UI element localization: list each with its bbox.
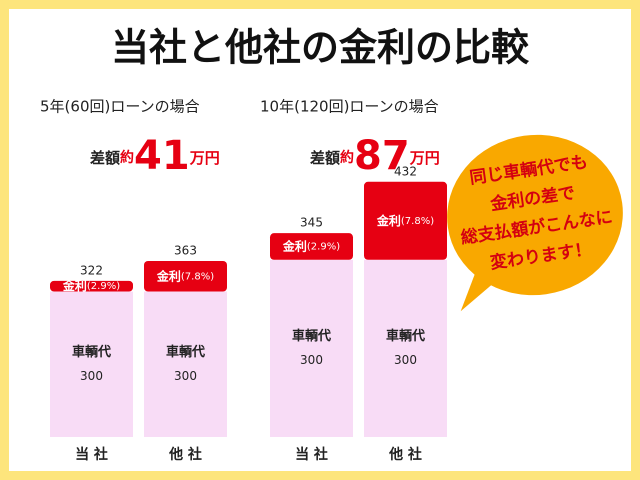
chart-title: 5年(60回)ローンの場合 (40, 98, 200, 116)
total-label: 363 (174, 243, 197, 257)
difference-part: 87 (354, 133, 410, 179)
difference-part: 約 (340, 149, 354, 166)
segment-name: 車輌代 (386, 328, 425, 344)
x-tick-label: 他 社 (388, 446, 422, 463)
segment-value: 300 (394, 353, 417, 367)
segment-name: 車輌代 (166, 344, 205, 360)
difference-part: 約 (120, 149, 134, 166)
bar-segment (270, 259, 353, 437)
difference: 差額約87万円 (310, 133, 440, 179)
total-label: 432 (394, 164, 417, 178)
series-name: 金利 (156, 268, 181, 283)
x-tick-label: 他 社 (168, 446, 202, 463)
segment-value: 300 (174, 369, 197, 383)
segment-value: 300 (300, 353, 323, 367)
difference-part: 万円 (409, 149, 440, 167)
difference: 差額約41万円 (90, 133, 220, 179)
rate-label: (7.8%) (181, 271, 214, 282)
title: 当社と他社の金利の比較 (111, 26, 530, 70)
rate-label: (2.9%) (87, 281, 120, 292)
total-label: 322 (80, 263, 103, 277)
rate-label: (7.8%) (401, 216, 434, 227)
series-name: 金利 (62, 278, 87, 293)
bar-segment (364, 181, 447, 260)
bar-segment (144, 260, 227, 292)
segment-label: 金利(2.9%) (62, 278, 120, 293)
difference-part: 万円 (189, 149, 220, 167)
x-tick-label: 当 社 (75, 446, 108, 463)
bar-segment (364, 259, 447, 437)
bar-segment (50, 291, 133, 437)
segment-label: 金利(2.9%) (282, 238, 340, 253)
callout-tail (460, 268, 501, 312)
total-label: 345 (300, 216, 323, 230)
rate-label: (2.9%) (307, 241, 340, 252)
series-name: 金利 (376, 212, 401, 227)
segment-name: 車輌代 (292, 328, 331, 344)
difference-part: 差額 (310, 149, 340, 167)
bar-segment (270, 233, 353, 260)
segment-name: 車輌代 (72, 344, 111, 360)
difference-part: 差額 (90, 149, 120, 167)
series-name: 金利 (282, 238, 307, 253)
segment-value: 300 (80, 369, 103, 383)
chart-title: 10年(120回)ローンの場合 (260, 98, 439, 116)
segment-label: 金利(7.8%) (376, 212, 434, 227)
bar-segment (50, 280, 133, 292)
callout-bubble (447, 134, 623, 296)
segment-label: 金利(7.8%) (156, 268, 214, 283)
bar-segment (144, 291, 227, 437)
difference-part: 41 (134, 133, 190, 179)
x-tick-label: 当 社 (295, 446, 328, 463)
